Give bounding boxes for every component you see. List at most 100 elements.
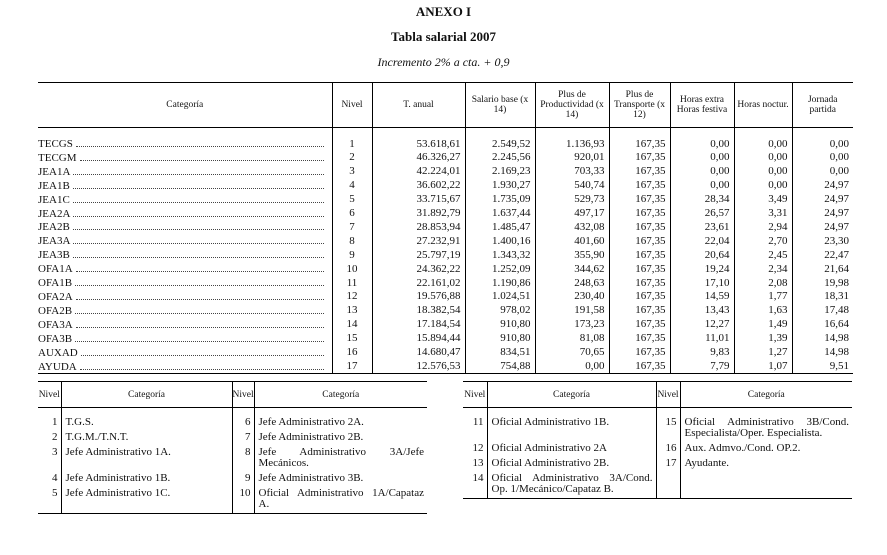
- spacer-cell: [231, 407, 254, 416]
- table-cell: 20,64: [669, 248, 734, 263]
- table-cell: 2,45: [733, 248, 792, 263]
- spacer-cell: [371, 127, 465, 137]
- table-cell: 26,57: [669, 206, 734, 221]
- table-cell: 167,35: [608, 359, 670, 374]
- table-row: OFA2B 13 18.382,54 978,02 191,58 167,35 13,43 1…: [38, 303, 853, 318]
- table-cell: 910,80: [464, 317, 535, 332]
- category-leader: OFA1A: [38, 262, 324, 276]
- table-cell: 10: [231, 487, 254, 514]
- header-row: Nivel Categoría Nivel Categoría: [463, 381, 852, 408]
- table-cell: 529,73: [534, 192, 609, 207]
- table-cell: Jefe Administrativo 2B.: [253, 431, 427, 446]
- table-row: OFA3A 14 17.184,54 910,80 173,23 167,35 12,27 1…: [38, 317, 853, 332]
- table-cell: Jefe Administrativo 3A/Jefe Mecánicos.: [253, 446, 427, 472]
- spacer-cell: [534, 127, 609, 137]
- category-leader: OFA2B: [38, 304, 324, 318]
- table-cell: 5: [331, 192, 372, 207]
- column-header: Jornada partida: [791, 82, 853, 128]
- table-cell: 1.735,09: [464, 192, 535, 207]
- table-row: JEA3B 9 25.797,19 1.343,32 355,90 167,35 20,64…: [38, 248, 853, 263]
- table-cell: OFA2A: [38, 290, 332, 304]
- table-head: Nivel Categoría Nivel Categoría: [463, 381, 852, 408]
- table-cell: AUXAD: [38, 346, 332, 360]
- spacer-cell: [38, 408, 61, 417]
- table-cell: 4: [52, 472, 58, 484]
- table-row: JEA2A 6 31.892,79 1.637,44 497,17 167,35 26,57…: [38, 206, 853, 221]
- table-cell: Jefe Administrativo 2A.: [253, 416, 427, 431]
- table-row: 2 T.G.M./T.N.T. 7 Jefe Administrativo 2B.: [38, 431, 427, 446]
- table-cell: 167,35: [608, 192, 670, 207]
- table-cell: 7: [231, 431, 254, 446]
- column-header: Plus de Transporte (x 12): [608, 82, 670, 128]
- category-leader: OFA2A: [38, 290, 324, 304]
- table-cell: 2: [52, 431, 58, 443]
- table-cell: 1.252,09: [464, 262, 535, 277]
- spacer-cell: [60, 407, 232, 416]
- table-head: Categoría Nivel T. anual Salario base (x 14…: [38, 82, 853, 128]
- category-leader: JEA1A: [38, 165, 324, 179]
- table-cell: 497,17: [534, 206, 609, 221]
- table-cell: 1,63: [733, 303, 792, 318]
- category-leader: JEA2A: [38, 207, 324, 221]
- table-cell: 36.602,22: [371, 178, 465, 193]
- table-cell: 920,01: [534, 150, 609, 165]
- table-cell: JEA1C: [38, 193, 332, 207]
- category-leader: TECGS: [38, 137, 324, 151]
- table-cell: 23,30: [791, 234, 853, 249]
- table-cell: 14.680,47: [371, 345, 465, 360]
- category-code: JEA1B: [38, 179, 70, 192]
- dot-leader: [72, 248, 324, 259]
- salary-table: Categoría Nivel T. anual Salario base (x 14…: [38, 82, 853, 375]
- table-cell: JEA2A: [38, 207, 332, 221]
- table-cell: 1: [331, 137, 372, 151]
- column-header: Categoría: [486, 381, 656, 408]
- table-cell: 3: [331, 164, 372, 179]
- column-header: Nivel: [331, 82, 372, 128]
- table-cell: 7: [331, 220, 372, 235]
- table-cell: 12: [331, 289, 372, 304]
- table-cell: [679, 472, 852, 499]
- column-header: Nivel: [38, 381, 61, 408]
- category-code: JEA2B: [38, 221, 70, 234]
- spacer-cell: [253, 407, 427, 416]
- table-cell: 248,63: [534, 276, 609, 290]
- table-row: 14 Oficial Administrativo 3A/Cond. Op. 1/…: [463, 472, 852, 499]
- table-cell: 0,00: [669, 164, 734, 179]
- table-cell: 14,98: [791, 331, 853, 346]
- table-cell: 167,35: [608, 345, 670, 360]
- table-cell: Ayudante.: [679, 457, 852, 472]
- table-row: 5 Jefe Administrativo 1C. 10 Oficial Admini…: [38, 487, 427, 514]
- table-cell: 0,00: [733, 164, 792, 179]
- table-cell: 1,39: [733, 331, 792, 346]
- table-cell: 19,24: [669, 262, 734, 277]
- spacer-cell: [733, 127, 792, 137]
- column-header: Salario base (x 14): [464, 82, 535, 128]
- spacer-cell: [486, 407, 656, 416]
- category-leader: JEA3B: [38, 248, 324, 262]
- dot-leader: [75, 137, 324, 147]
- spacer-row: [38, 127, 853, 137]
- spacer-cell: [669, 127, 734, 137]
- table-cell: 0,00: [534, 359, 609, 374]
- table-cell: JEA2B: [38, 220, 332, 234]
- table-cell: 167,35: [608, 248, 670, 263]
- table-cell: 1.637,44: [464, 206, 535, 221]
- table-cell: 14,98: [791, 345, 853, 360]
- table-cell: 22,47: [791, 248, 853, 263]
- category-code: OFA2A: [38, 290, 73, 303]
- column-header: Horas extra Horas festiva: [669, 82, 734, 128]
- table-cell: 167,35: [608, 276, 670, 290]
- table-cell: 12.576,53: [371, 359, 465, 374]
- column-header: Horas noctur.: [733, 82, 792, 128]
- table-cell: Jefe Administrativo 1C.: [60, 487, 232, 514]
- table-cell: 18.382,54: [371, 303, 465, 318]
- spacer-cell: [608, 127, 670, 137]
- table-cell: 401,60: [534, 234, 609, 249]
- table-row: OFA2A 12 19.576,88 1.024,51 230,40 167,35 14,5…: [38, 289, 853, 304]
- table-cell: JEA1A: [38, 165, 332, 179]
- table-cell: 2,34: [733, 262, 792, 277]
- header-row: Categoría Nivel T. anual Salario base (x 14…: [38, 82, 853, 128]
- table-cell: 11: [331, 276, 372, 290]
- table-cell: 5: [52, 487, 58, 499]
